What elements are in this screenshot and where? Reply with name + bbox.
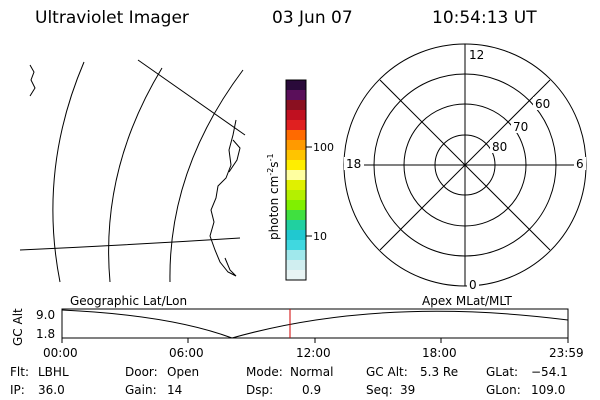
colorbar-band — [286, 80, 306, 91]
glon-label: GLon: — [486, 383, 521, 397]
instrument-title: Ultraviolet Imager — [35, 8, 189, 28]
door-value: Open — [167, 365, 200, 379]
colorbar-band — [286, 140, 306, 151]
gain-value: 14 — [167, 383, 183, 397]
gain-label: Gain: — [125, 383, 157, 397]
ip-value: 36.0 — [38, 383, 65, 397]
polar-label-0: 0 — [469, 278, 477, 292]
polar-label-80: 80 — [492, 140, 507, 154]
dsp-value: 0.9 — [302, 383, 322, 397]
polar-label-60: 60 — [535, 97, 550, 111]
colorbar-band — [286, 130, 306, 141]
glon-value: 109.0 — [531, 383, 566, 397]
glat-label: GLat: — [486, 365, 519, 379]
colorbar-band — [286, 230, 306, 241]
meridian-line — [137, 59, 246, 136]
filter-value: LBHL — [38, 365, 69, 379]
colorbar-band — [286, 170, 306, 181]
seq-value: 39 — [400, 383, 416, 397]
colorbar-band — [286, 160, 306, 171]
colorbar-tick-label-10: 10 — [313, 230, 327, 243]
gcalt-value: 5.3 Re — [420, 365, 459, 379]
colorbar-band — [286, 110, 306, 121]
polar-label-12: 12 — [469, 48, 484, 62]
geographic-map — [19, 59, 246, 283]
colorbar-band — [286, 120, 306, 131]
polar-label-18: 18 — [346, 157, 361, 171]
longitude-arc — [108, 67, 163, 283]
glat-value: −54.1 — [531, 365, 568, 379]
colorbar-band — [286, 250, 306, 261]
geographic-caption: Geographic Lat/Lon — [70, 294, 188, 308]
polar-plot — [343, 43, 587, 287]
colorbar-unit-label: photon cm-2s-1 — [266, 153, 281, 240]
colorbar-band — [286, 240, 306, 251]
door-label: Door: — [125, 365, 158, 379]
colorbar-band — [286, 210, 306, 221]
altitude-timeline — [61, 308, 569, 343]
timeline-xtick-0000: 00:00 — [43, 346, 78, 360]
coastline — [209, 119, 237, 277]
gcalt-label: GC Alt: — [366, 365, 408, 379]
colorbar-band — [286, 220, 306, 231]
timeline-ylabel: GC Alt — [11, 308, 25, 346]
colorbar-band — [286, 100, 306, 111]
coastline — [228, 139, 241, 173]
polar-diagonal — [379, 79, 551, 251]
timeline-xtick-1800: 18:00 — [422, 346, 457, 360]
colorbar-frame — [285, 79, 307, 281]
colorbar-tick-label-100: 100 — [313, 141, 334, 154]
filter-label: Flt: — [10, 365, 29, 379]
latitude-line — [19, 237, 241, 251]
seq-label: Seq: — [366, 383, 393, 397]
dsp-label: Dsp: — [246, 383, 274, 397]
ip-label: IP: — [10, 383, 25, 397]
timeline-xtick-1200: 12:00 — [296, 346, 331, 360]
colorbar-band — [286, 260, 306, 271]
time-label: 10:54:13 UT — [432, 8, 537, 28]
timeline-ytick-top: 9.0 — [36, 308, 56, 322]
colorbar-band — [286, 90, 306, 101]
colorbar — [286, 80, 306, 281]
mode-label: Mode: — [246, 365, 283, 379]
colorbar-band — [286, 270, 306, 281]
timeline-ytick-bottom: 1.8 — [36, 327, 56, 341]
longitude-arc — [169, 69, 244, 283]
colorbar-band — [286, 180, 306, 191]
colorbar-band — [286, 190, 306, 201]
polar-label-70: 70 — [513, 120, 528, 134]
mode-value: Normal — [290, 365, 334, 379]
date-label: 03 Jun 07 — [272, 8, 353, 28]
longitude-arc — [52, 61, 85, 283]
coastline — [29, 64, 36, 97]
timeline-xtick-2359: 23:59 — [549, 346, 584, 360]
colorbar-band — [286, 200, 306, 211]
apex-caption: Apex MLat/MLT — [422, 294, 512, 308]
timeline-xtick-0600: 06:00 — [169, 346, 204, 360]
colorbar-band — [286, 150, 306, 161]
polar-label-6: 6 — [576, 157, 584, 171]
altitude-curve — [61, 309, 569, 339]
